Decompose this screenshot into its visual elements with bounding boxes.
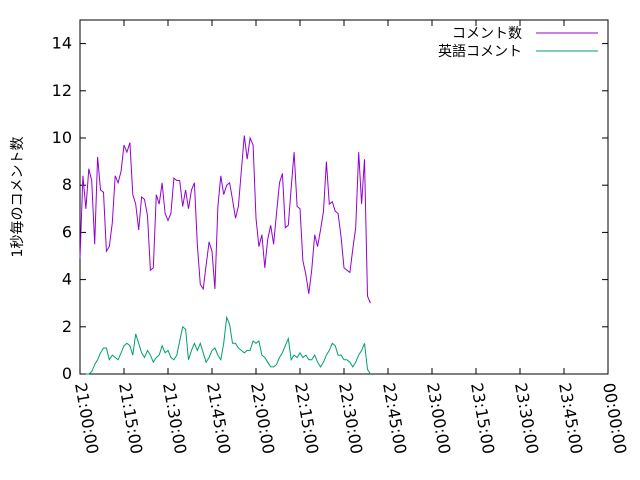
x-tick-label: 21:15:00 (115, 381, 146, 455)
y-axis-label: 1秒毎のコメント数 (10, 137, 26, 258)
series-lines (79, 135, 371, 375)
legend-label-0: コメント数 (452, 26, 522, 42)
x-tick-label: 21:30:00 (159, 381, 190, 455)
series-line-1 (85, 315, 371, 375)
x-tick-label: 22:15:00 (291, 381, 322, 455)
x-tick-label: 22:00:00 (247, 381, 278, 455)
y-tick-label: 8 (62, 175, 72, 194)
x-tick-label: 21:45:00 (203, 381, 234, 455)
y-axis: 0 2 4 6 8 10 12 14 (52, 34, 608, 383)
y-tick-label: 12 (52, 81, 72, 100)
x-tick-label: 23:30:00 (511, 381, 542, 455)
x-tick-label: 00:00:00 (599, 381, 630, 455)
series-line-0 (79, 135, 371, 304)
x-tick-label: 23:00:00 (423, 381, 454, 455)
y-tick-label: 0 (62, 364, 72, 383)
x-tick-label: 23:15:00 (467, 381, 498, 455)
legend-label-1: 英語コメント (438, 43, 522, 60)
x-tick-label: 22:30:00 (335, 381, 366, 455)
plot-frame (79, 19, 609, 375)
y-tick-label: 6 (62, 222, 72, 241)
x-tick-label: 21:00:00 (71, 381, 102, 455)
y-tick-label: 2 (62, 317, 72, 336)
y-tick-label: 10 (52, 128, 72, 147)
x-tick-label: 23:45:00 (555, 381, 586, 455)
x-tick-label: 22:45:00 (379, 381, 410, 455)
y-tick-label: 14 (52, 34, 72, 53)
y-tick-label: 4 (62, 270, 72, 289)
